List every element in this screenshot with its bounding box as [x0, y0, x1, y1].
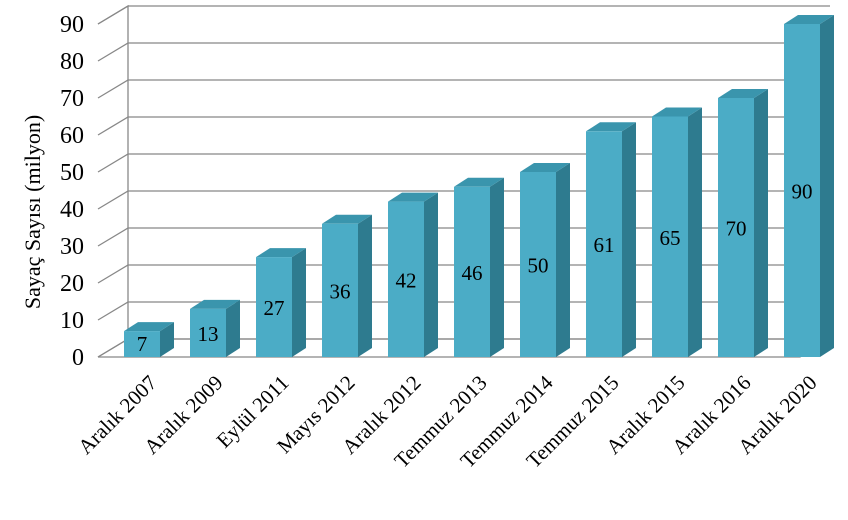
- data-label: 46: [462, 261, 483, 285]
- bar-side: [160, 322, 174, 357]
- bar-top: [124, 322, 174, 332]
- bar-side: [226, 299, 240, 357]
- y-tick-label: 80: [60, 49, 84, 75]
- data-label: 90: [792, 180, 813, 204]
- data-label: 7: [137, 332, 148, 356]
- y-tick-label: 0: [72, 345, 84, 371]
- bar-front: [586, 131, 622, 357]
- bar: [322, 214, 372, 357]
- bar-top: [652, 107, 702, 117]
- data-label: 65: [660, 226, 681, 250]
- data-label: 27: [264, 296, 285, 320]
- bar-side: [556, 163, 570, 357]
- bar-top: [586, 122, 636, 132]
- gridline: [97, 116, 830, 136]
- bar-side: [424, 192, 438, 357]
- bar-front: [124, 331, 160, 357]
- bar-top: [454, 177, 504, 187]
- bar-side: [820, 15, 834, 357]
- bars: [124, 15, 834, 357]
- y-tick-label: 20: [60, 271, 84, 297]
- y-tick-label: 70: [60, 86, 84, 112]
- data-label: 61: [594, 233, 615, 257]
- bar-front: [322, 223, 358, 357]
- bar-front: [454, 186, 490, 357]
- gridlines: [97, 5, 830, 358]
- bar: [718, 89, 768, 357]
- bar-side: [688, 107, 702, 357]
- bar: [652, 107, 702, 357]
- bar: [520, 163, 570, 357]
- bar-front: [520, 172, 556, 357]
- bar-front: [256, 257, 292, 357]
- y-tick-label: 30: [60, 234, 84, 260]
- bar: [256, 248, 306, 357]
- bar-top: [718, 89, 768, 98]
- y-tick-label: 40: [60, 197, 84, 223]
- bar-side: [622, 122, 636, 357]
- bar-top: [784, 15, 834, 24]
- bar: [784, 15, 834, 357]
- bar-front: [718, 98, 754, 357]
- gridline: [97, 79, 830, 99]
- data-label: 42: [396, 268, 417, 292]
- gridline: [97, 5, 830, 25]
- bar: [124, 322, 174, 357]
- data-label: 50: [528, 254, 549, 278]
- data-label: 70: [726, 217, 747, 241]
- data-label: 36: [330, 279, 351, 303]
- bar-front: [388, 201, 424, 357]
- bar-side: [358, 214, 372, 357]
- bar: [388, 192, 438, 357]
- y-tick-label: 90: [60, 12, 84, 38]
- data-label: 13: [198, 322, 219, 346]
- bar: [454, 177, 504, 357]
- gridline: [97, 42, 830, 62]
- y-axis-label: Sayaç Sayısı (milyon): [20, 115, 45, 309]
- y-tick-label: 10: [60, 308, 84, 334]
- bar: [586, 122, 636, 357]
- bar-side: [490, 177, 504, 357]
- bar-top: [322, 214, 372, 224]
- bar-side: [754, 89, 768, 357]
- bar-front: [784, 24, 820, 357]
- data-labels: 7 13 27 36 42 46 50 61 65 70 90: [137, 180, 813, 357]
- bar: [190, 299, 240, 357]
- bar-top: [388, 192, 438, 202]
- bar-front: [190, 308, 226, 357]
- y-tick-label: 50: [60, 160, 84, 186]
- bar-side: [292, 248, 306, 357]
- bar-front: [652, 116, 688, 357]
- y-tick-label: 60: [60, 123, 84, 149]
- bar-top: [520, 163, 570, 172]
- bar-top: [190, 299, 240, 309]
- bar-top: [256, 248, 306, 258]
- y-axis-ticks: 0 10 20 30 40 50 60 70 80 90: [60, 12, 84, 371]
